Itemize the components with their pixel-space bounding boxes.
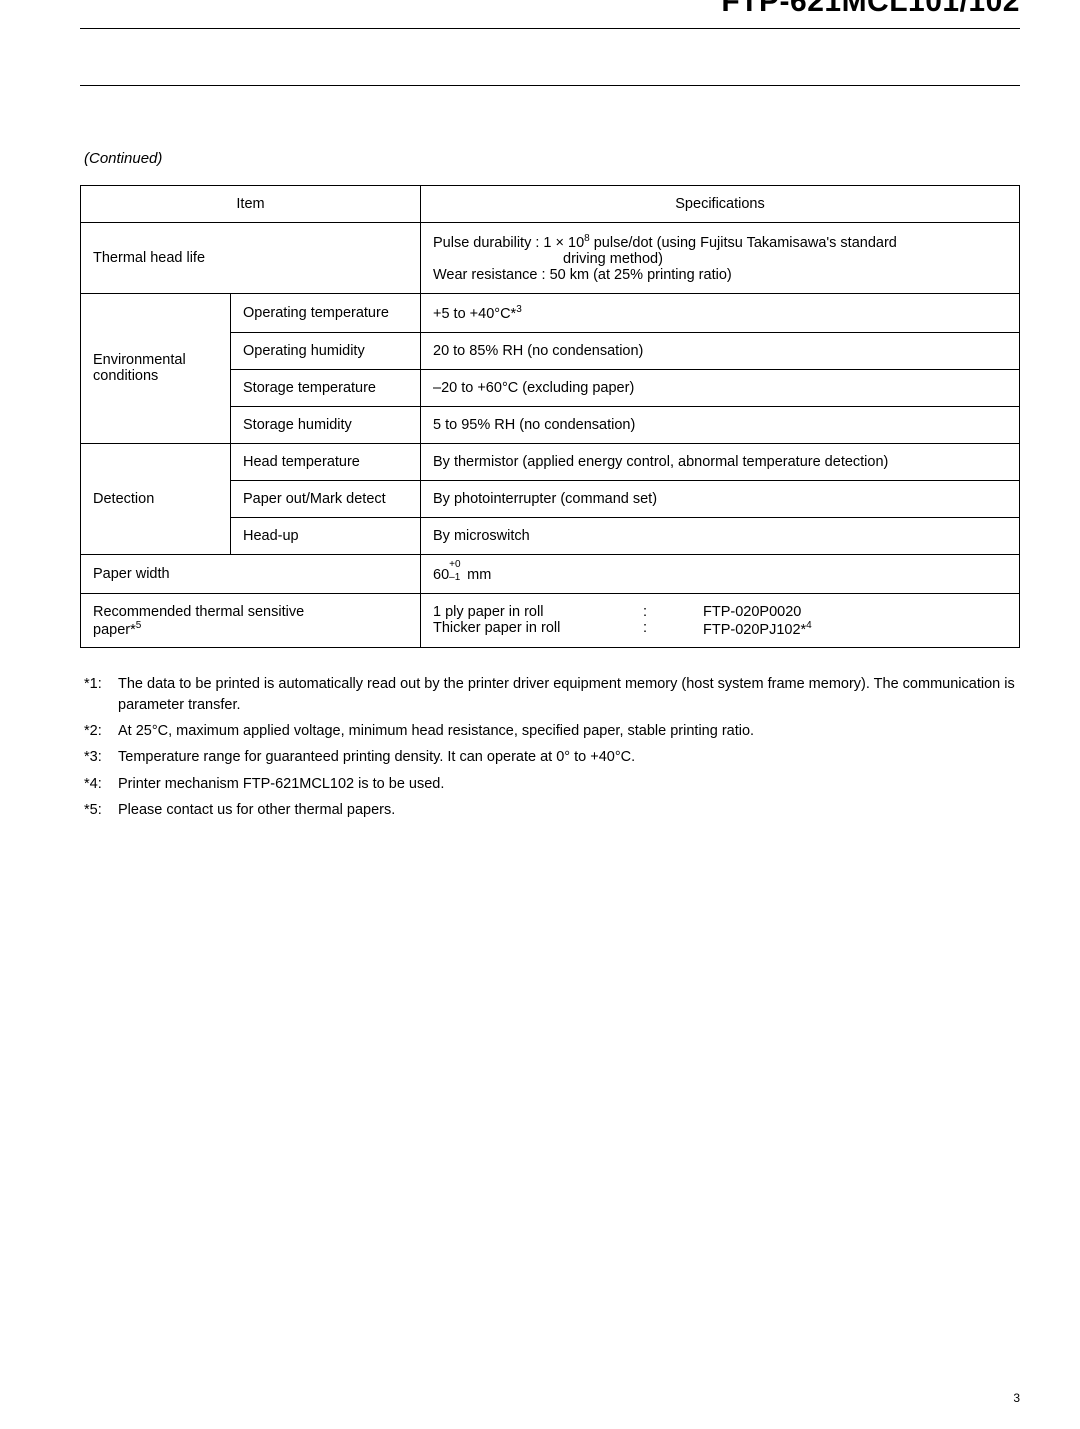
rp-l2-right-a: FTP-020PJ102*	[703, 621, 806, 637]
detect-group-label: Detection	[81, 443, 231, 554]
rp-l2-right-exp: 4	[806, 620, 812, 631]
n2: At 25°C, maximum applied voltage, minimu…	[118, 721, 754, 741]
headup-val: By microswitch	[421, 517, 1020, 554]
continued-label: (Continued)	[84, 150, 1020, 167]
rec-paper-val: 1 ply paper in roll : FTP-020P0020 Thick…	[421, 593, 1020, 648]
rp-l2-left: Thicker paper in roll	[433, 620, 603, 638]
thermal-head-label: Thermal head life	[81, 223, 421, 294]
op-temp-a: +5 to +40°C*	[433, 306, 516, 322]
rp-l1-left: 1 ply paper in roll	[433, 604, 603, 620]
paper-detect-label: Paper out/Mark detect	[231, 480, 421, 517]
n5-tag: *5:	[84, 800, 118, 820]
n1: The data to be printed is automatically …	[118, 674, 1020, 715]
head-temp-label: Head temperature	[231, 443, 421, 480]
n4-tag: *4:	[84, 774, 118, 794]
op-temp-val: +5 to +40°C*3	[421, 293, 1020, 332]
thermal-head-spec: Pulse durability : 1 × 108 pulse/dot (us…	[421, 223, 1020, 294]
page-number: 3	[1013, 1391, 1020, 1405]
notes: *1:The data to be printed is automatical…	[84, 674, 1020, 820]
doc-title: FTP-621MCL101/102	[721, 0, 1020, 19]
hdr-item: Item	[81, 186, 421, 223]
head-temp-val: By thermistor (applied energy control, a…	[421, 443, 1020, 480]
th-spec-2: driving method)	[433, 251, 1007, 267]
env-group-label: Environmental conditions	[81, 293, 231, 443]
rp-l2-colon: :	[643, 620, 663, 638]
st-hum-label: Storage humidity	[231, 406, 421, 443]
rec-paper-label: Recommended thermal sensitive paper*5	[81, 593, 421, 648]
pw-bot: –1	[449, 572, 460, 583]
headup-label: Head-up	[231, 517, 421, 554]
paper-width-label: Paper width	[81, 554, 421, 593]
th-spec-1b: pulse/dot (using Fujitsu Takamisawa's st…	[590, 235, 897, 251]
n2-tag: *2:	[84, 721, 118, 741]
rp-l1-colon: :	[643, 604, 663, 620]
st-temp-val: –20 to +60°C (excluding paper)	[421, 369, 1020, 406]
pw-a: 60	[433, 567, 449, 583]
n3: Temperature range for guaranteed printin…	[118, 747, 635, 767]
rec-paper-l1: Recommended thermal sensitive	[93, 604, 408, 620]
pw-b: mm	[463, 567, 491, 583]
pw-top: +0	[449, 559, 460, 570]
n5: Please contact us for other thermal pape…	[118, 800, 395, 820]
spec-table: Item Specifications Thermal head life Pu…	[80, 185, 1020, 648]
op-temp-exp: 3	[516, 304, 522, 315]
op-hum-label: Operating humidity	[231, 332, 421, 369]
st-hum-val: 5 to 95% RH (no condensation)	[421, 406, 1020, 443]
rec-paper-l2a: paper*	[93, 621, 136, 637]
rp-l1-right: FTP-020P0020	[703, 604, 801, 620]
th-spec-3: Wear resistance : 50 km (at 25% printing…	[433, 267, 1007, 283]
op-hum-val: 20 to 85% RH (no condensation)	[421, 332, 1020, 369]
rec-paper-l2exp: 5	[136, 620, 142, 631]
paper-detect-val: By photointerrupter (command set)	[421, 480, 1020, 517]
hdr-spec: Specifications	[421, 186, 1020, 223]
paper-width-val: 60 +0 –1 mm	[421, 554, 1020, 593]
op-temp-label: Operating temperature	[231, 293, 421, 332]
n1-tag: *1:	[84, 674, 118, 715]
n4: Printer mechanism FTP-621MCL102 is to be…	[118, 774, 444, 794]
st-temp-label: Storage temperature	[231, 369, 421, 406]
th-spec-1a: Pulse durability : 1 × 10	[433, 235, 584, 251]
n3-tag: *3:	[84, 747, 118, 767]
